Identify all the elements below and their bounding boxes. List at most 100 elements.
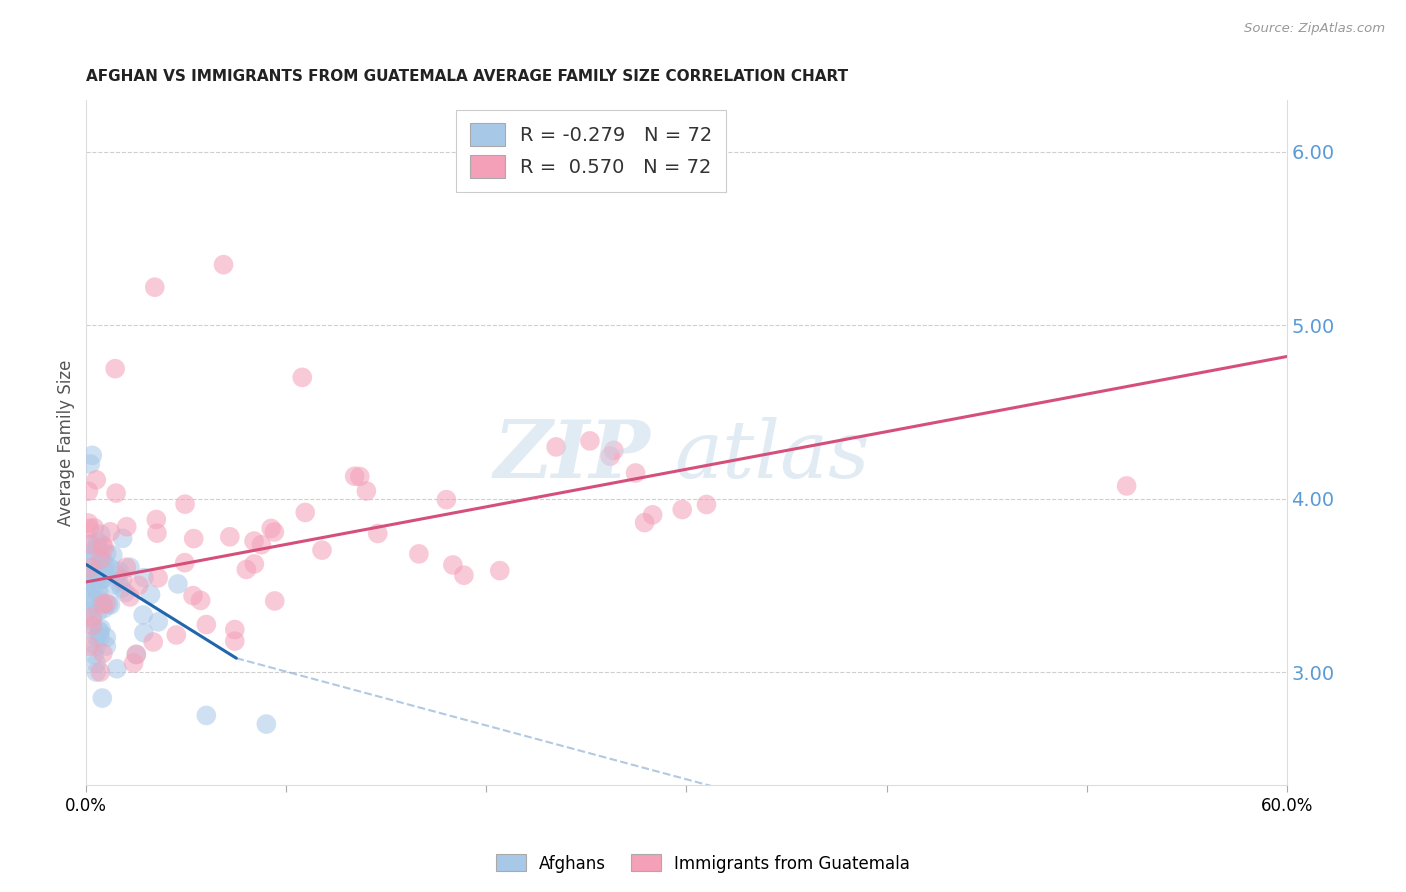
Point: [84, 639, 107, 653]
Point: [139, 588, 162, 602]
Point: [142, 635, 165, 649]
Point: [624, 466, 647, 480]
Point: [111, 531, 134, 545]
Point: [695, 498, 717, 512]
Point: [77, 575, 100, 590]
Point: [132, 625, 155, 640]
Point: [1115, 479, 1137, 493]
Point: [441, 558, 464, 572]
Point: [132, 607, 155, 622]
Point: [91, 572, 114, 586]
Point: [82, 622, 104, 636]
Point: [633, 516, 655, 530]
Point: [77, 484, 100, 499]
Point: [79, 537, 101, 551]
Point: [83, 593, 105, 607]
Point: [91, 557, 114, 571]
Point: [243, 534, 266, 549]
Point: [100, 598, 122, 612]
Point: [294, 505, 316, 519]
Point: [311, 543, 333, 558]
Legend: R = -0.279   N = 72, R =  0.570   N = 72: R = -0.279 N = 72, R = 0.570 N = 72: [456, 110, 725, 192]
Point: [218, 530, 240, 544]
Point: [174, 497, 197, 511]
Point: [128, 578, 150, 592]
Point: [80, 577, 103, 591]
Point: [79, 457, 101, 471]
Point: [79, 538, 101, 552]
Point: [195, 617, 218, 632]
Point: [83, 544, 105, 558]
Point: [77, 516, 100, 530]
Point: [546, 440, 568, 454]
Point: [103, 578, 125, 592]
Point: [86, 631, 108, 645]
Point: [101, 562, 124, 576]
Point: [83, 580, 105, 594]
Point: [89, 625, 111, 640]
Point: [641, 508, 664, 522]
Point: [94, 596, 117, 610]
Point: [83, 648, 105, 662]
Point: [110, 581, 132, 595]
Point: [235, 562, 257, 576]
Point: [356, 483, 378, 498]
Point: [183, 532, 205, 546]
Point: [145, 512, 167, 526]
Point: [98, 524, 121, 539]
Point: [115, 519, 138, 533]
Text: AFGHAN VS IMMIGRANTS FROM GUATEMALA AVERAGE FAMILY SIZE CORRELATION CHART: AFGHAN VS IMMIGRANTS FROM GUATEMALA AVER…: [86, 69, 848, 84]
Point: [167, 577, 190, 591]
Point: [82, 556, 104, 570]
Point: [87, 604, 110, 618]
Point: [224, 634, 246, 648]
Point: [146, 526, 169, 541]
Point: [107, 575, 129, 590]
Point: [250, 538, 273, 552]
Point: [89, 624, 111, 638]
Point: [122, 656, 145, 670]
Point: [86, 585, 108, 599]
Point: [84, 566, 107, 580]
Point: [91, 646, 114, 660]
Point: [94, 566, 117, 581]
Point: [84, 657, 107, 671]
Point: [118, 590, 141, 604]
Point: [86, 540, 108, 554]
Point: [82, 448, 104, 462]
Point: [97, 597, 120, 611]
Point: [79, 561, 101, 575]
Point: [93, 601, 115, 615]
Point: [90, 527, 112, 541]
Point: [343, 469, 366, 483]
Point: [90, 557, 112, 571]
Point: [105, 486, 128, 500]
Text: atlas: atlas: [675, 417, 870, 495]
Point: [105, 568, 128, 582]
Point: [87, 535, 110, 549]
Legend: Afghans, Immigrants from Guatemala: Afghans, Immigrants from Guatemala: [489, 847, 917, 880]
Point: [132, 571, 155, 585]
Point: [104, 361, 127, 376]
Point: [77, 604, 100, 618]
Y-axis label: Average Family Size: Average Family Size: [58, 359, 75, 525]
Point: [87, 585, 110, 599]
Point: [143, 280, 166, 294]
Point: [173, 556, 195, 570]
Point: [90, 552, 112, 566]
Point: [80, 597, 103, 611]
Point: [90, 593, 112, 607]
Point: [89, 631, 111, 645]
Point: [603, 443, 626, 458]
Point: [80, 551, 103, 566]
Point: [408, 547, 430, 561]
Point: [83, 596, 105, 610]
Point: [83, 521, 105, 535]
Point: [105, 662, 128, 676]
Point: [671, 502, 693, 516]
Point: [195, 708, 218, 723]
Point: [125, 647, 148, 661]
Point: [263, 594, 285, 608]
Point: [101, 548, 124, 562]
Point: [118, 560, 141, 574]
